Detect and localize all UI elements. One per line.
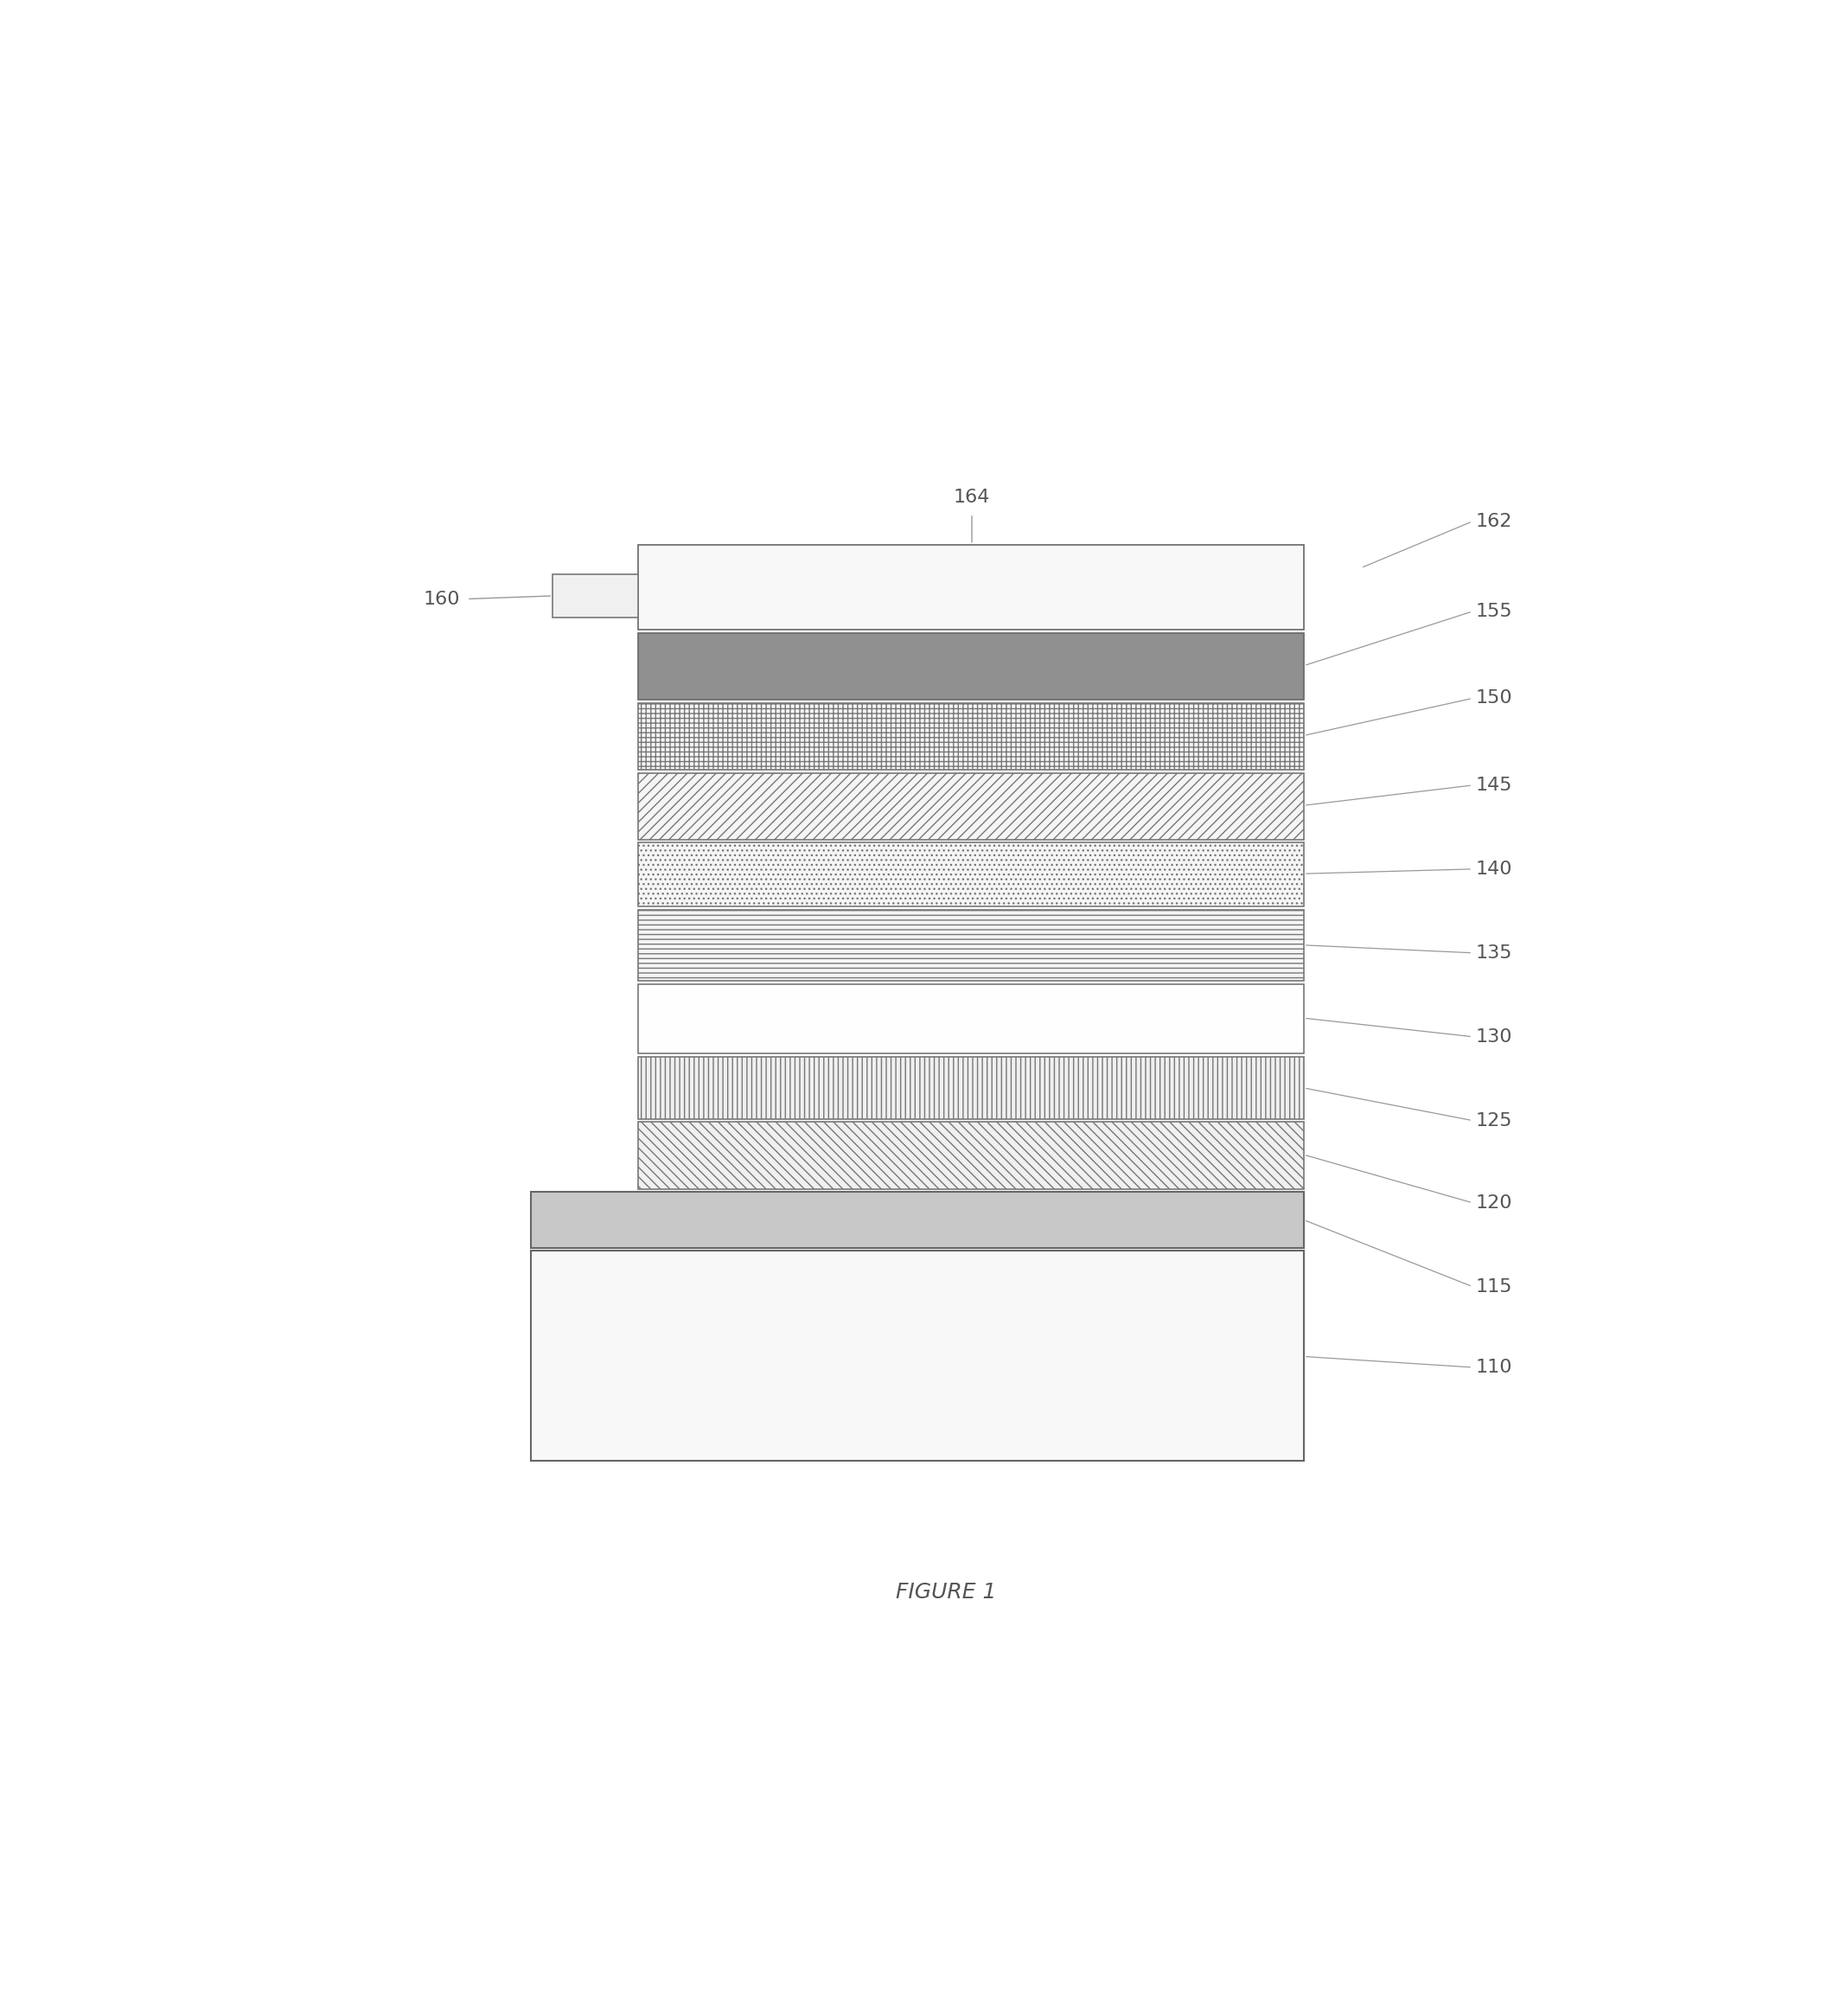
Bar <box>639 909 1303 982</box>
Text: 130: 130 <box>1475 1028 1512 1046</box>
Text: 150: 150 <box>1475 689 1512 708</box>
Text: 145: 145 <box>1475 776 1512 794</box>
Text: 120: 120 <box>1475 1193 1512 1212</box>
Text: 160: 160 <box>423 591 460 607</box>
Bar <box>639 1056 1303 1119</box>
Bar <box>639 772 1303 839</box>
Text: 164: 164 <box>954 488 989 506</box>
Bar <box>639 843 1303 907</box>
Bar <box>532 1250 1303 1460</box>
Text: 110: 110 <box>1475 1359 1512 1377</box>
Bar <box>532 1191 1303 1248</box>
Text: 155: 155 <box>1475 603 1512 621</box>
Bar <box>639 633 1303 700</box>
Text: 135: 135 <box>1475 943 1512 962</box>
Bar <box>552 575 639 617</box>
Text: 162: 162 <box>1475 512 1512 530</box>
Text: 140: 140 <box>1475 861 1512 877</box>
Bar <box>639 544 1303 629</box>
Text: FIGURE 1: FIGURE 1 <box>895 1583 997 1603</box>
Bar <box>639 1123 1303 1189</box>
Text: 115: 115 <box>1475 1278 1512 1296</box>
Text: 125: 125 <box>1475 1113 1512 1129</box>
Bar <box>639 984 1303 1054</box>
Bar <box>639 704 1303 770</box>
